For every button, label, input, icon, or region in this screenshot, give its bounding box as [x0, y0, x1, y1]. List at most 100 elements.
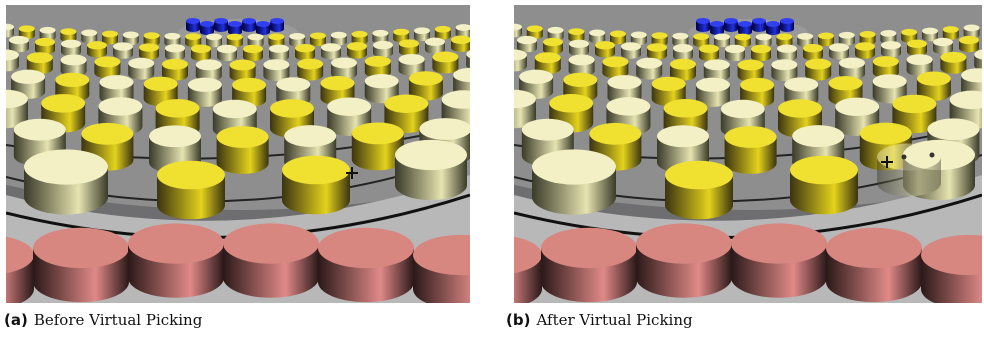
cylinder-top [60, 28, 76, 35]
cylinder-top [230, 60, 256, 71]
cylinder-top [310, 32, 326, 39]
cylinder-top [165, 44, 185, 52]
cylinder [395, 140, 467, 200]
cylinder [269, 44, 289, 60]
cylinder-bottom [214, 26, 228, 32]
cylinder [621, 42, 641, 58]
cylinder-top [927, 118, 979, 140]
cylinder-top [41, 94, 85, 112]
cylinder-top [738, 21, 752, 27]
cylinder-top [610, 31, 626, 38]
cylinder [940, 52, 966, 74]
cylinder-bottom [766, 29, 780, 35]
cylinder [699, 45, 719, 61]
cylinder-top [735, 34, 751, 41]
cylinder-top [664, 99, 708, 117]
cylinder-bottom [347, 50, 367, 58]
cylinder-top [425, 38, 445, 46]
cylinder-top [35, 38, 55, 46]
cylinder-top [100, 75, 134, 89]
cylinder-top [331, 57, 357, 68]
cylinder [647, 43, 667, 59]
cylinder [186, 18, 200, 32]
cylinder-top [829, 43, 849, 51]
cylinder-top [756, 34, 772, 41]
cylinder [724, 18, 738, 32]
cylinder-top [217, 45, 237, 53]
cylinder [347, 42, 367, 58]
cylinder [881, 41, 901, 57]
cylinder [242, 18, 256, 32]
cylinder-bottom [532, 179, 616, 214]
cylinder-top [113, 42, 133, 50]
cylinder-top [907, 54, 933, 65]
cylinder-top [263, 59, 289, 70]
cylinder [6, 24, 14, 38]
cylinder [206, 34, 222, 48]
cylinder-top [289, 33, 305, 40]
cylinder [738, 21, 752, 35]
figure: {"figure": {"panels": [ {"label": "(a)",… [0, 0, 984, 338]
cylinder-top [725, 126, 777, 148]
cylinder-top [652, 77, 686, 91]
cylinder-top [699, 45, 719, 53]
cylinder-top [297, 59, 323, 70]
cylinder-bottom [636, 69, 662, 80]
cylinder-bottom [217, 152, 269, 174]
cylinder-top [217, 126, 269, 148]
cylinder-top [738, 60, 764, 71]
cylinder-top [940, 52, 966, 63]
panel-label: (b) [506, 311, 530, 329]
cylinder-top [11, 70, 45, 84]
cylinder [165, 44, 185, 60]
cylinder [24, 149, 108, 214]
cylinder [200, 21, 214, 35]
cylinder-top [435, 26, 451, 33]
cylinder-top [826, 228, 922, 268]
cylinder-top [543, 38, 563, 46]
cylinder-top [657, 125, 709, 147]
cylinder-top [33, 228, 129, 268]
cylinder-top [213, 100, 257, 118]
cylinder-top [693, 33, 709, 40]
cylinder-top [24, 149, 108, 184]
cylinder-top [563, 73, 597, 87]
cylinder-top [710, 21, 724, 27]
cylinder [318, 228, 414, 302]
cylinder [270, 18, 284, 32]
cylinder-top [696, 78, 730, 92]
cylinder-bottom [790, 186, 858, 215]
cylinder [636, 58, 662, 80]
cylinder-top [55, 73, 89, 87]
cylinder-top [94, 56, 120, 67]
cylinder [803, 44, 823, 60]
cylinder-bottom [157, 191, 225, 220]
cylinder-bottom [217, 53, 237, 61]
caption-text: After Virtual Picking [536, 311, 692, 329]
cylinder-top [784, 77, 818, 91]
pick-point [902, 155, 907, 160]
cylinder [780, 18, 794, 32]
cylinder-bottom [940, 63, 966, 74]
cylinder-top [270, 99, 314, 117]
caption-a: (a)Before Virtual Picking [4, 311, 202, 329]
cylinder [33, 228, 129, 302]
cylinder-top [752, 18, 766, 24]
cylinder-top [243, 45, 263, 53]
cylinder-top [232, 78, 266, 92]
cylinder [297, 59, 323, 81]
cylinder-bottom [186, 26, 200, 32]
cylinder-bottom [725, 152, 777, 174]
cylinder [514, 24, 522, 38]
cylinder [752, 18, 766, 32]
cylinder [805, 59, 831, 81]
cylinder [959, 36, 979, 52]
cylinder-top [81, 30, 97, 37]
cylinder-top [532, 149, 616, 184]
cylinder-top [839, 32, 855, 39]
cylinder-bottom [621, 50, 641, 58]
cylinder-top [589, 29, 605, 36]
cylinder-top [608, 75, 642, 89]
cylinder-top [268, 33, 284, 40]
cylinder-top [156, 99, 200, 117]
